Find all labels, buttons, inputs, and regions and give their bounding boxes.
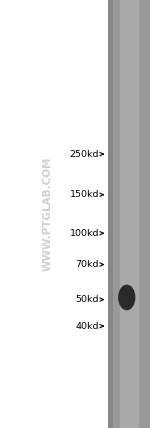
Text: 250kd: 250kd: [69, 149, 99, 159]
Bar: [108, 0, 113, 428]
Text: 150kd: 150kd: [69, 190, 99, 199]
Text: 50kd: 50kd: [75, 295, 99, 304]
Text: 100kd: 100kd: [69, 229, 99, 238]
Text: 40kd: 40kd: [75, 321, 99, 331]
Text: WWW.PTGLAB.COM: WWW.PTGLAB.COM: [43, 157, 53, 271]
Text: 70kd: 70kd: [75, 260, 99, 269]
Ellipse shape: [118, 285, 135, 310]
Bar: [108, 0, 150, 428]
Bar: [120, 0, 139, 428]
